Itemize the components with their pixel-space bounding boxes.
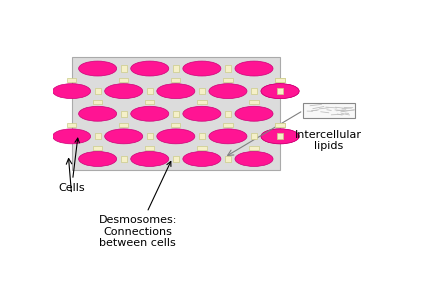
Ellipse shape <box>208 84 246 99</box>
Bar <box>145 146 154 150</box>
Bar <box>119 123 128 127</box>
Bar <box>275 123 284 127</box>
Bar <box>199 133 204 139</box>
Bar <box>276 133 282 139</box>
Bar <box>93 146 102 150</box>
Bar <box>249 101 258 104</box>
Ellipse shape <box>156 84 194 99</box>
Ellipse shape <box>234 61 272 76</box>
Ellipse shape <box>52 84 90 99</box>
Bar <box>145 101 154 104</box>
Ellipse shape <box>78 152 116 166</box>
Bar <box>119 78 128 82</box>
Bar <box>250 133 256 139</box>
Bar <box>225 111 230 117</box>
Ellipse shape <box>234 152 272 166</box>
Ellipse shape <box>260 84 298 99</box>
Ellipse shape <box>156 129 194 144</box>
Bar <box>223 123 232 127</box>
Bar <box>121 111 127 117</box>
Ellipse shape <box>130 106 168 121</box>
Ellipse shape <box>52 129 90 144</box>
Text: Desmosomes:
Connections
between cells: Desmosomes: Connections between cells <box>98 162 176 249</box>
Bar <box>147 133 153 139</box>
Bar <box>197 101 206 104</box>
Text: Intercellular
lipids: Intercellular lipids <box>294 130 361 151</box>
Bar <box>275 78 284 82</box>
Bar <box>199 88 204 94</box>
Bar <box>171 78 180 82</box>
Ellipse shape <box>208 129 246 144</box>
Ellipse shape <box>260 129 298 144</box>
Bar <box>171 123 180 127</box>
Bar <box>276 88 282 94</box>
Bar <box>72 57 279 170</box>
Text: Cells: Cells <box>58 138 85 193</box>
Bar <box>121 66 127 72</box>
Bar <box>223 78 232 82</box>
Bar <box>173 111 178 117</box>
Ellipse shape <box>130 152 168 166</box>
Ellipse shape <box>182 61 220 76</box>
Bar <box>225 66 230 72</box>
Bar <box>275 123 284 127</box>
Bar <box>173 66 178 72</box>
Bar <box>95 133 101 139</box>
Bar <box>250 88 256 94</box>
Bar <box>67 123 76 127</box>
Bar <box>67 78 76 82</box>
Bar <box>95 88 101 94</box>
Ellipse shape <box>182 106 220 121</box>
Bar <box>249 146 258 150</box>
Ellipse shape <box>260 84 298 99</box>
Ellipse shape <box>78 61 116 76</box>
Ellipse shape <box>182 152 220 166</box>
Bar <box>197 146 206 150</box>
Bar <box>147 88 153 94</box>
Bar <box>173 156 178 162</box>
Ellipse shape <box>260 129 298 144</box>
Bar <box>275 78 284 82</box>
Bar <box>225 156 230 162</box>
Ellipse shape <box>78 106 116 121</box>
Bar <box>302 103 354 118</box>
Bar <box>93 101 102 104</box>
Ellipse shape <box>130 61 168 76</box>
Ellipse shape <box>234 106 272 121</box>
Ellipse shape <box>104 84 142 99</box>
Ellipse shape <box>104 129 142 144</box>
Bar <box>121 156 127 162</box>
